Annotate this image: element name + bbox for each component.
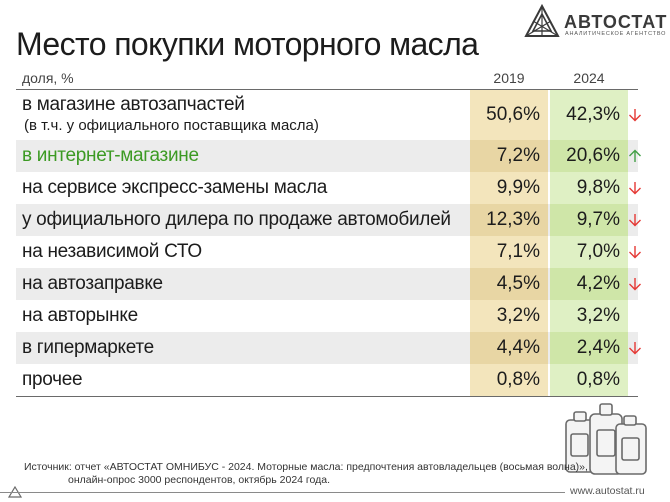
website-link[interactable]: www.autostat.ru (570, 485, 645, 497)
value-2024: 20,6% (566, 145, 620, 166)
source-note-line2: онлайн-опрос 3000 респондентов, октябрь … (68, 474, 331, 486)
cell-bg-2024 (550, 300, 628, 332)
cell-bg-2024 (550, 90, 628, 140)
cell-bg-2019 (470, 172, 548, 204)
row-sublabel: (в т.ч. у официального поставщика масла) (24, 117, 319, 134)
value-2024: 2,4% (576, 337, 620, 358)
cell-bg-2024 (550, 236, 628, 268)
brand-name: АВТОСТАТ (564, 12, 668, 32)
data-table: в магазине автозапчастей (в т.ч. у официа… (16, 89, 641, 397)
table-row: в магазине автозапчастей (в т.ч. у официа… (16, 90, 641, 140)
unit-label: доля, % (22, 70, 74, 86)
row-label: на сервисе экспресс-замены масла (22, 177, 328, 198)
row-label: на авторынке (22, 305, 138, 326)
oil-canister-icon (565, 403, 647, 475)
arrow-down-icon (629, 246, 641, 259)
value-2024: 0,8% (576, 369, 620, 390)
row-label: на независимой СТО (22, 241, 202, 262)
table-row: на сервисе экспресс-замены масла 9,9% 9,8% (16, 172, 641, 204)
cell-bg-2019 (470, 90, 548, 140)
column-header-2024: 2024 (573, 70, 605, 86)
autostat-logo-icon (524, 4, 560, 37)
chart-title: Место покупки моторного масла (16, 26, 479, 62)
row-label: прочее (22, 369, 83, 390)
value-2019: 7,1% (496, 241, 540, 262)
value-2024: 42,3% (566, 104, 620, 125)
table-row: в интернет-магазине 7,2% 20,6% (16, 140, 641, 172)
cell-bg-2024 (550, 204, 628, 236)
cell-bg-2024 (550, 268, 628, 300)
cell-bg-2024 (550, 332, 628, 364)
value-2019: 0,8% (496, 369, 540, 390)
row-label: на автозаправке (22, 273, 163, 294)
value-2019: 50,6% (486, 104, 540, 125)
value-2019: 3,2% (496, 305, 540, 326)
cell-bg-2019 (470, 332, 548, 364)
cell-bg-2019 (470, 300, 548, 332)
value-2019: 7,2% (496, 145, 540, 166)
brand-tagline: АНАЛИТИЧЕСКОЕ АГЕНТСТВО (565, 31, 667, 37)
table-row: у официального дилера по продаже автомоб… (16, 204, 641, 236)
value-2024: 7,0% (576, 241, 620, 262)
value-2024: 9,8% (576, 177, 620, 198)
value-2019: 9,9% (496, 177, 540, 198)
arrow-down-icon (629, 342, 641, 355)
arrow-up-icon (629, 149, 641, 162)
value-2019: 12,3% (486, 209, 540, 230)
cell-bg-2024 (550, 364, 628, 396)
column-header-2019: 2019 (493, 70, 525, 86)
brand-logo: АВТОСТАТ АНАЛИТИЧЕСКОЕ АГЕНТСТВО (524, 4, 668, 40)
cell-bg-2019 (470, 140, 548, 172)
table-row: на независимой СТО 7,1% 7,0% (16, 236, 641, 268)
table-top-rule (16, 89, 638, 90)
table-row: прочее 0,8% 0,8% (16, 364, 638, 396)
cell-bg-2024 (550, 172, 628, 204)
row-label: в магазине автозапчастей (22, 94, 245, 115)
value-2024: 9,7% (576, 209, 620, 230)
value-2024: 4,2% (576, 273, 620, 294)
cell-bg-2019 (470, 364, 548, 396)
value-2024: 3,2% (576, 305, 620, 326)
row-label: в интернет-магазине (22, 145, 199, 166)
arrow-down-icon (629, 278, 641, 291)
cell-bg-2019 (470, 236, 548, 268)
row-label: в гипермаркете (22, 337, 154, 358)
cell-bg-2019 (470, 204, 548, 236)
table-row: на автозаправке 4,5% 4,2% (16, 268, 641, 300)
value-2019: 4,4% (496, 337, 540, 358)
table-row: на авторынке 3,2% 3,2% (16, 300, 638, 332)
row-label: у официального дилера по продаже автомоб… (22, 209, 451, 230)
arrow-down-icon (629, 214, 641, 227)
cell-bg-2019 (470, 268, 548, 300)
arrow-down-icon (629, 182, 641, 195)
value-2019: 4,5% (496, 273, 540, 294)
cell-bg-2024 (550, 140, 628, 172)
table-bottom-rule (16, 396, 638, 397)
table-row: в гипермаркете 4,4% 2,4% (16, 332, 641, 364)
footer-rule (0, 492, 565, 493)
source-note-line1: Источник: отчет «АВТОСТАТ ОМНИБУС - 2024… (24, 461, 588, 473)
arrow-down-icon (629, 109, 641, 122)
